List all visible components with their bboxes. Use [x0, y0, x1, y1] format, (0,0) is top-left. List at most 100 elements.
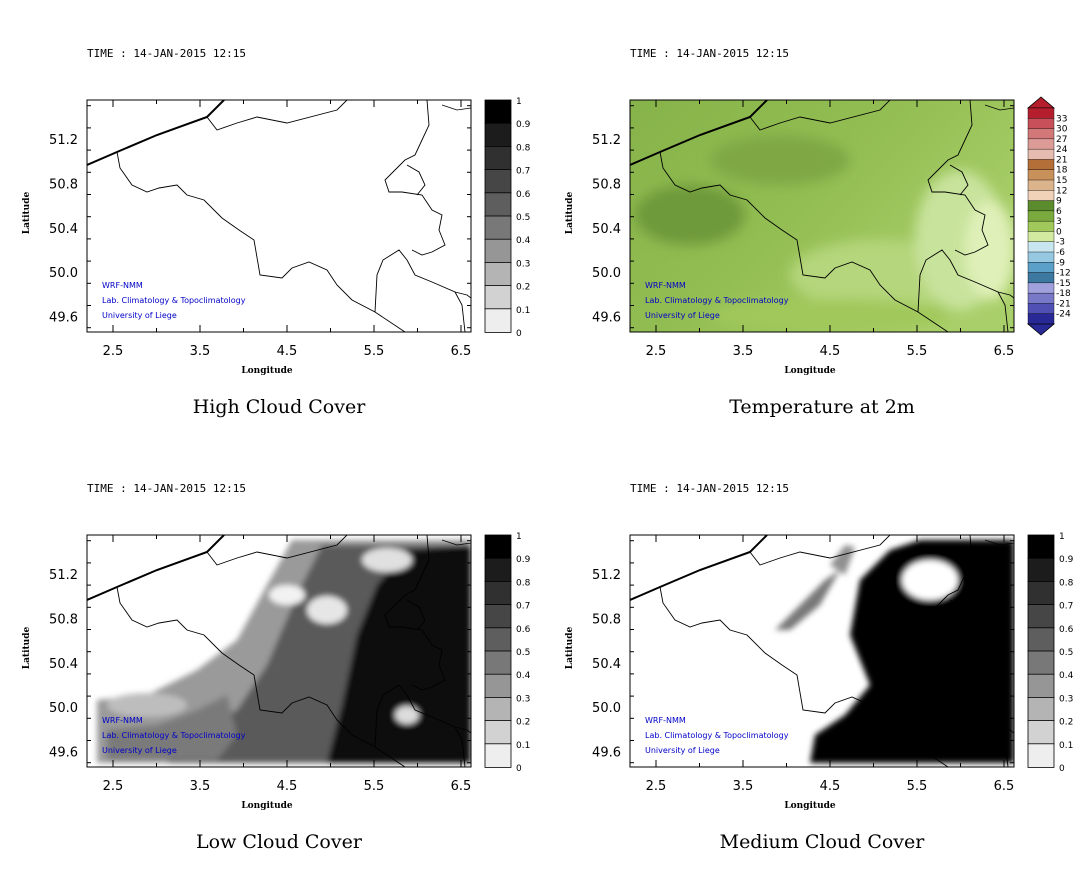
- colorbar-label: 0.8: [516, 578, 531, 588]
- colorbar-label: 0.4: [1059, 671, 1074, 681]
- panel-high-cloud: TIME : 14-JAN-2015 12:15 2.5 3.5 4.5 5.5 6.5 5…: [22, 47, 531, 418]
- map-plot: 2.5 3.5 4.5 5.5 6.5 51.2 50.8 50.4 50.0 49.6 Longi…: [565, 99, 1015, 418]
- x-axis-label: Longitude: [241, 366, 293, 376]
- y-tick-label: 50.0: [592, 266, 621, 281]
- colorbar-label: 0.8: [516, 143, 531, 153]
- colorbar-swatch: [484, 627, 512, 652]
- x-tick-label: 6.5: [451, 779, 472, 794]
- colorbar-swatch: [1027, 107, 1055, 119]
- colorbar-swatch: [1027, 303, 1055, 315]
- x-tick-label: 2.5: [103, 779, 124, 794]
- y-tick-label: 50.0: [49, 266, 78, 281]
- x-tick-label: 6.5: [994, 344, 1015, 359]
- y-axis-label: Latitude: [22, 192, 32, 235]
- colorbar-swatch: [1027, 231, 1055, 243]
- colorbar-arrow-bottom: [1026, 323, 1056, 336]
- colorbar-label: 0.7: [516, 602, 530, 612]
- colorbar-swatch: [1027, 118, 1055, 130]
- colorbar-label: 0.5: [516, 648, 530, 658]
- model-credit-line: University of Liege: [102, 746, 177, 755]
- colorbar-swatch: [484, 557, 512, 583]
- colorbar-label: 0: [1056, 227, 1062, 237]
- x-axis-label: Longitude: [241, 801, 293, 811]
- panel-medium-cloud: TIME : 14-JAN-2015 12:15 2.5 3.5 4.5 5.5 6.5 5…: [565, 482, 1074, 853]
- colorbar-swatch: [1027, 627, 1055, 652]
- model-credit-line: WRF-NMM: [645, 716, 686, 725]
- colorbar-swatch: [1027, 272, 1055, 284]
- y-tick-label: 51.2: [49, 568, 78, 583]
- colorbar-swatch: [1027, 159, 1055, 171]
- y-tick-label: 50.4: [592, 657, 621, 672]
- colorbar-swatch: [484, 99, 512, 125]
- colorbar-label: 0.6: [516, 190, 531, 200]
- y-tick-label: 49.6: [592, 746, 621, 761]
- time-label: TIME : 14-JAN-2015 12:15: [630, 47, 789, 60]
- colorbar-label: 18: [1056, 166, 1068, 176]
- colorbar-swatch: [484, 169, 512, 194]
- model-credit-line: Lab. Climatology & Topoclimatology: [102, 731, 246, 740]
- colorbar-label: 0.9: [516, 555, 531, 565]
- colorbar-swatch: [484, 192, 512, 217]
- x-tick-label: 5.5: [907, 779, 928, 794]
- map-panels: TIME : 14-JAN-2015 12:15 2.5 3.5 4.5 5.5 6.5 5…: [22, 47, 1074, 853]
- colorbar-label: 30: [1056, 125, 1068, 135]
- colorbar-swatch: [1027, 220, 1055, 232]
- colorbar-swatch: [484, 308, 512, 333]
- colorbar-swatch: [484, 534, 512, 560]
- colorbar-label: 33: [1056, 114, 1067, 124]
- map-plot: 2.5 3.5 4.5 5.5 6.5 51.2 50.8 50.4 50.0 49.6 Longi…: [22, 534, 472, 853]
- y-tick-label: 50.0: [49, 701, 78, 716]
- colorbar-label: 0: [516, 764, 522, 774]
- colorbar-label: 0.1: [516, 741, 530, 751]
- x-tick-label: 6.5: [451, 344, 472, 359]
- colorbar-cloud: 1 0.9 0.8 0.7 0.6 0.5 0.4 0.3 0.2 0.1 0: [484, 532, 531, 774]
- colorbar-label: 0.9: [1059, 555, 1074, 565]
- panel-title: Medium Cloud Cover: [720, 831, 926, 853]
- colorbar-cloud: 1 0.9 0.8 0.7 0.6 0.5 0.4 0.3 0.2 0.1 0: [1027, 532, 1074, 774]
- colorbar-label: 0.4: [516, 671, 531, 681]
- colorbar-swatch: [484, 145, 512, 171]
- y-tick-label: 51.2: [592, 568, 621, 583]
- y-axis-label: Latitude: [22, 627, 32, 670]
- model-credit-line: University of Liege: [102, 311, 177, 320]
- y-tick-label: 50.8: [592, 612, 621, 627]
- x-tick-label: 4.5: [820, 779, 841, 794]
- y-axis-label: Latitude: [565, 627, 575, 670]
- colorbar-swatch: [484, 743, 512, 768]
- panel-title: High Cloud Cover: [193, 396, 367, 418]
- map-plot: 2.5 3.5 4.5 5.5 6.5 51.2 50.8 50.4 50.0 49.6 Longi…: [565, 534, 1015, 853]
- colorbar-swatch: [484, 122, 512, 148]
- colorbar-swatch: [1027, 604, 1055, 629]
- colorbar-label: 0.8: [1059, 578, 1074, 588]
- colorbar-swatch: [1027, 673, 1055, 699]
- colorbar-label: 27: [1056, 135, 1067, 145]
- colorbar-label: 0.4: [516, 236, 531, 246]
- x-tick-label: 4.5: [820, 344, 841, 359]
- y-tick-label: 49.6: [49, 746, 78, 761]
- colorbar-swatch: [1027, 251, 1055, 263]
- model-credit-line: WRF-NMM: [102, 281, 143, 290]
- colorbar-label: 0.6: [1059, 625, 1074, 635]
- plot-frame: [86, 99, 472, 333]
- colorbar-label: 0.3: [516, 694, 530, 704]
- colorbar-label: 21: [1056, 155, 1067, 165]
- model-credit-line: Lab. Climatology & Topoclimatology: [102, 296, 246, 305]
- colorbar-label: 0.2: [1059, 718, 1073, 728]
- colorbar-label: 0.7: [516, 167, 530, 177]
- colorbar-swatch: [1027, 169, 1055, 181]
- colorbar-swatch: [484, 697, 512, 722]
- colorbar-swatch: [1027, 210, 1055, 222]
- colorbar-label: -18: [1056, 289, 1071, 299]
- colorbar-label: 0.1: [516, 306, 530, 316]
- y-tick-label: 50.4: [49, 657, 78, 672]
- time-label: TIME : 14-JAN-2015 12:15: [87, 47, 246, 60]
- panel-low-cloud: TIME : 14-JAN-2015 12:15 2.5 3.5 4.5 5.5 6.5 5…: [22, 482, 531, 853]
- colorbar-label: 15: [1056, 176, 1067, 186]
- colorbar-label: 24: [1056, 145, 1068, 155]
- colorbar-label: 0.1: [1059, 741, 1073, 751]
- colorbar-label: 0.5: [516, 213, 530, 223]
- colorbar-swatch: [484, 673, 512, 699]
- colorbar-label: 12: [1056, 186, 1067, 196]
- colorbar-label: 1: [516, 532, 522, 542]
